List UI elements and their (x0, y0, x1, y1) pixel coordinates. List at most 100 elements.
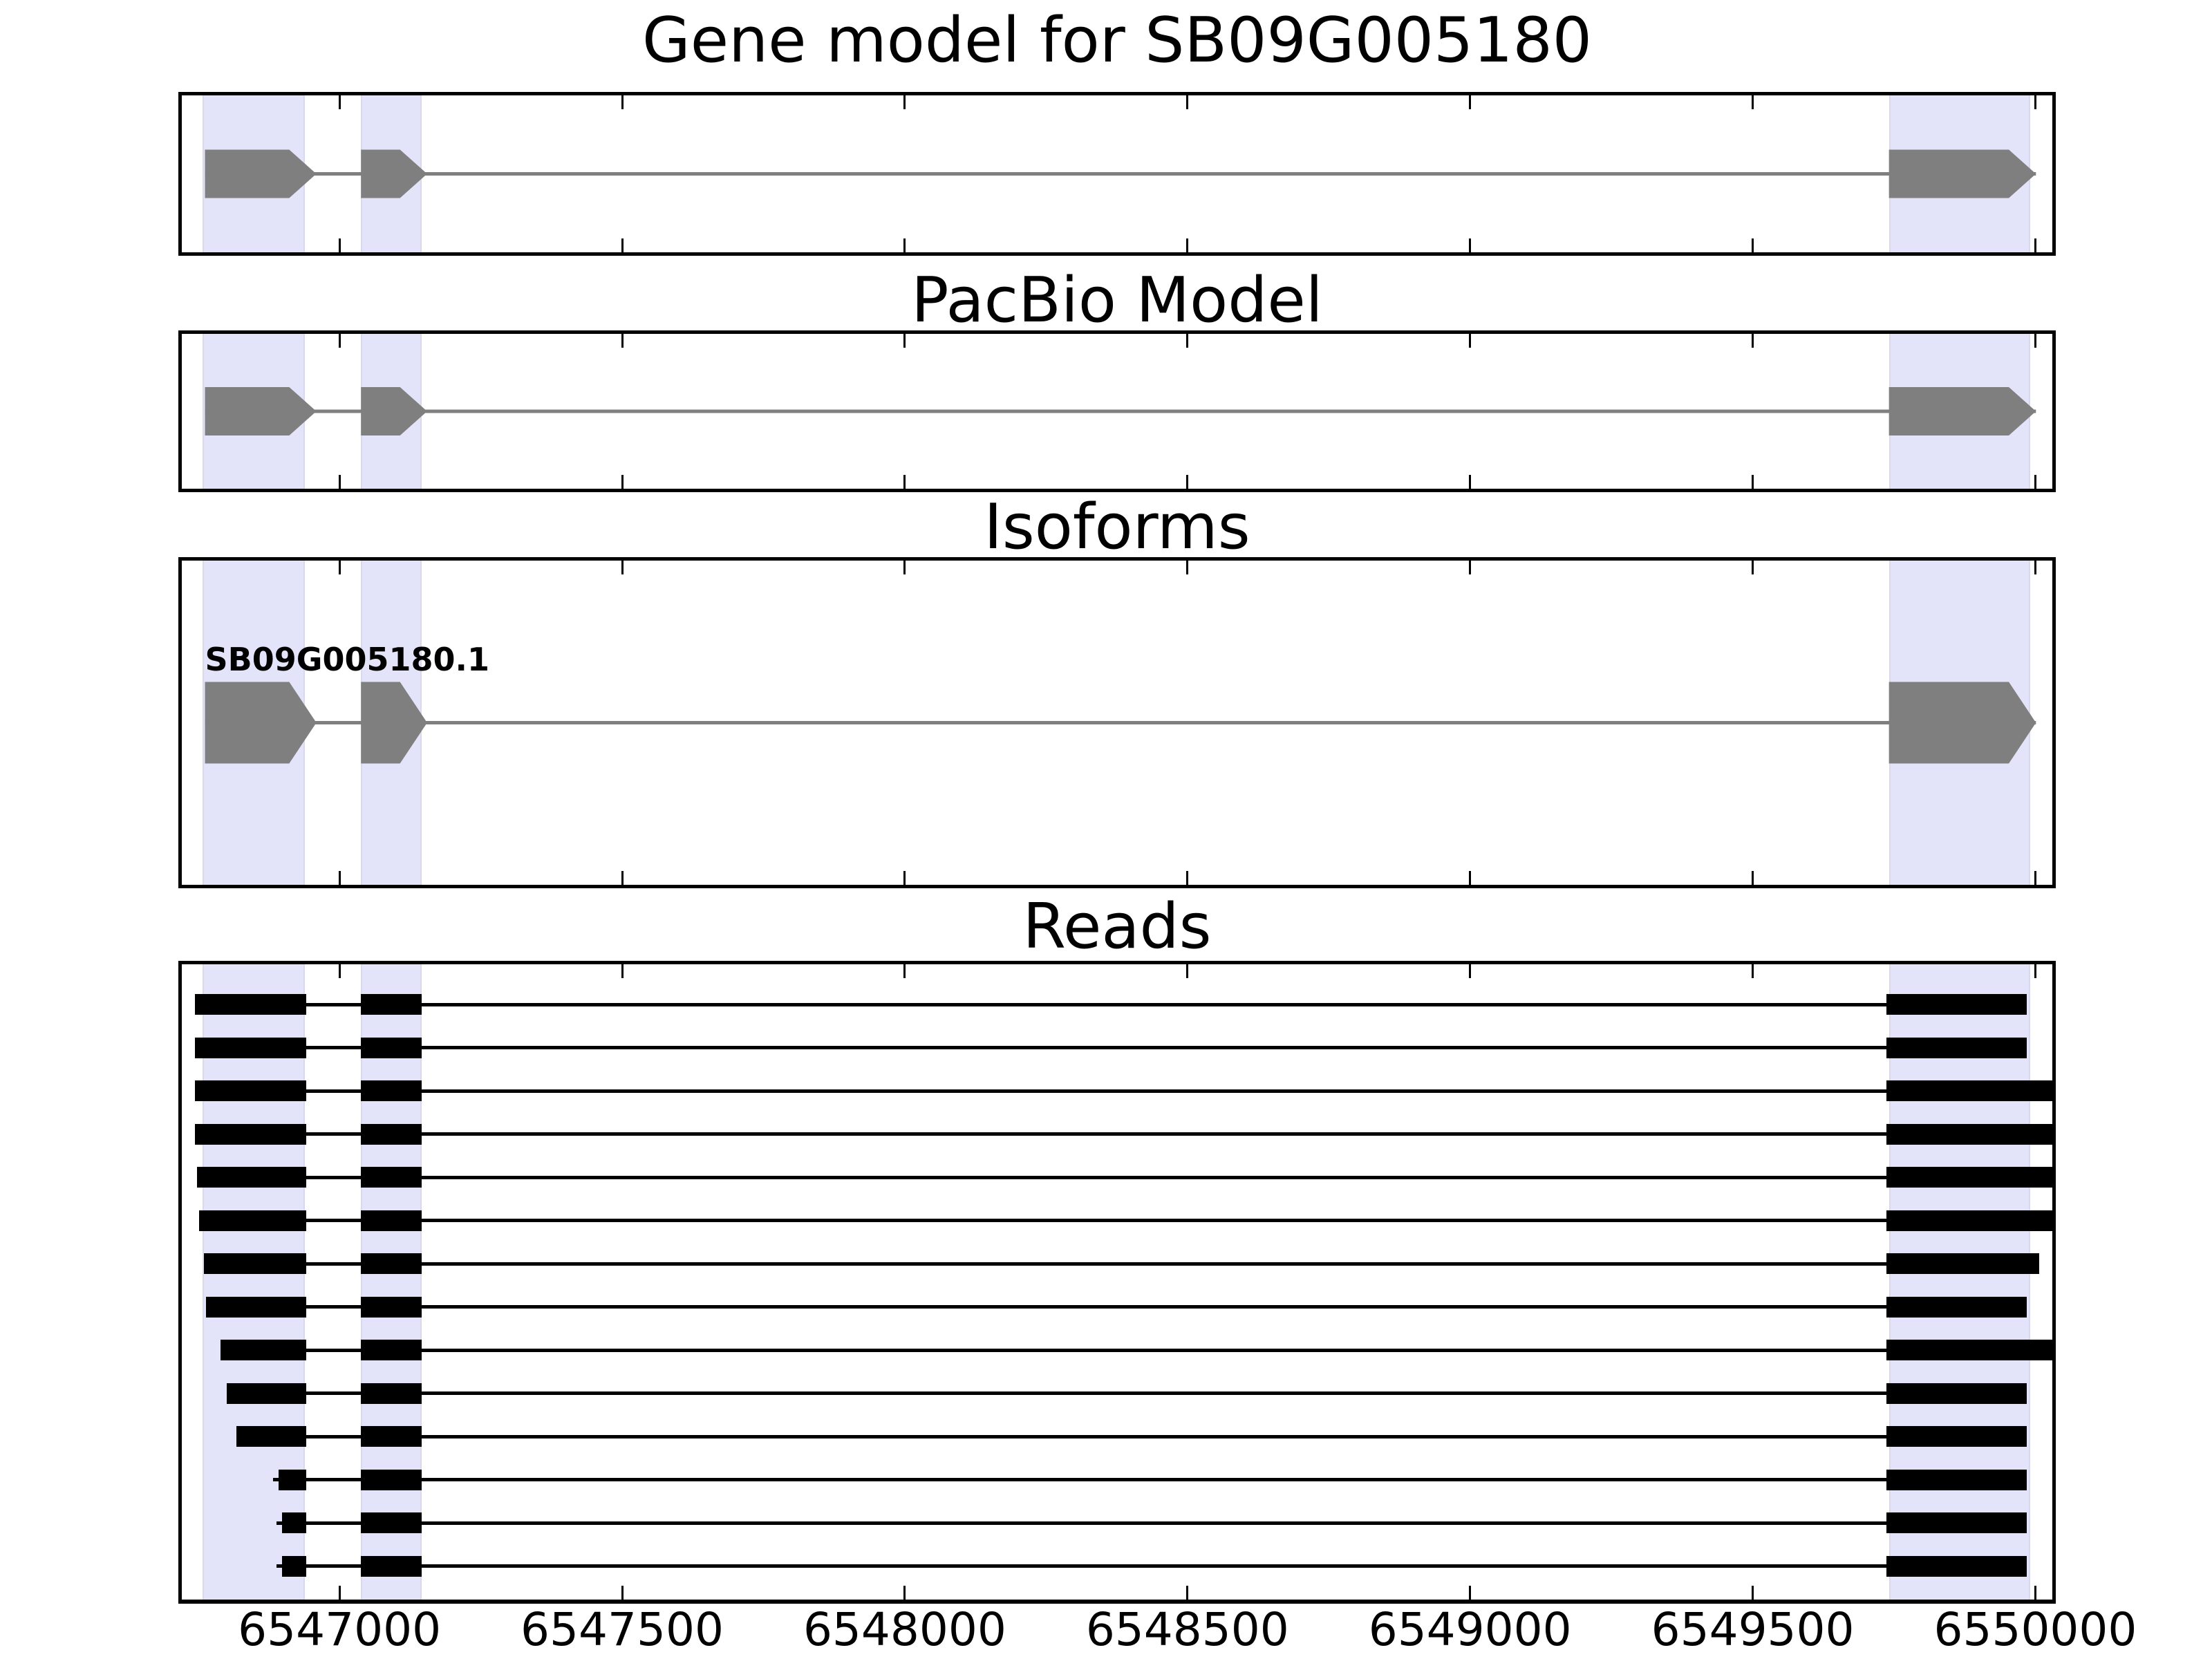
read-intron-line (236, 1434, 2027, 1438)
read-exon-block-1 (221, 1340, 306, 1360)
read-exon-block-3 (1886, 1340, 2052, 1360)
axis-tick-mark (2034, 334, 2036, 348)
read-exon-block-3 (1886, 1469, 2027, 1490)
read-exon-block-1 (206, 1296, 306, 1318)
read-exon-block-2 (361, 1296, 422, 1318)
axis-tick-mark (1186, 95, 1189, 109)
axis-tick-mark (1469, 964, 1472, 978)
axis-tick-mark (621, 95, 624, 109)
read-exon-block-2 (361, 1512, 422, 1533)
read-exon-block-3 (1886, 1555, 2027, 1577)
panel-gene-model (178, 92, 2056, 256)
read-exon-block-3 (1886, 1426, 2027, 1447)
gene-model-exon-1 (205, 149, 317, 198)
read-intron-line (194, 1002, 2027, 1006)
isoform-exon-1 (205, 682, 317, 764)
axis-tick-mark (338, 334, 341, 348)
x-axis-tick-label: 6548000 (803, 1603, 1006, 1656)
panel-reads (178, 961, 2056, 1604)
read-intron-line (194, 1046, 2027, 1049)
read-exon-block-1 (199, 1210, 306, 1231)
read-exon-block-1 (236, 1426, 306, 1447)
read-intron-line (206, 1305, 2027, 1309)
read-exon-block-3 (1886, 1080, 2052, 1101)
panel-title-reads: Reads (1022, 890, 1212, 963)
panel-isoforms: SB09G005180.1 (178, 557, 2056, 888)
read-intron-line (226, 1391, 2027, 1395)
axis-tick-mark (903, 1586, 906, 1600)
isoform-name-label: SB09G005180.1 (205, 640, 489, 678)
read-exon-block-2 (361, 994, 422, 1015)
x-axis-tick-label: 6549500 (1651, 1603, 1855, 1656)
axis-tick-mark (1186, 238, 1189, 252)
read-intron-line (203, 1262, 2040, 1266)
axis-tick-mark (338, 871, 341, 885)
axis-tick-mark (621, 334, 624, 348)
read-exon-block-3 (1886, 1123, 2052, 1145)
axis-tick-mark (1469, 95, 1472, 109)
exon-highlight-band-1 (203, 964, 306, 1600)
read-exon-block-1 (197, 1167, 306, 1188)
axis-tick-mark (1469, 1586, 1472, 1600)
read-exon-block-3 (1886, 994, 2027, 1015)
read-intron-line (221, 1348, 2052, 1352)
axis-tick-mark (2034, 871, 2036, 885)
read-intron-line (272, 1478, 2027, 1481)
read-exon-block-1 (194, 994, 306, 1015)
x-axis-tick-label: 6549000 (1368, 1603, 1572, 1656)
axis-tick-mark (338, 964, 341, 978)
axis-tick-mark (1752, 871, 1754, 885)
read-exon-block-2 (361, 1123, 422, 1145)
axis-tick-mark (2034, 95, 2036, 109)
gene-model-exon-2 (361, 387, 427, 435)
axis-tick-mark (1469, 334, 1472, 348)
panel-pacbio-model (178, 330, 2056, 492)
read-exon-block-1 (281, 1512, 306, 1533)
axis-tick-mark (1469, 475, 1472, 489)
axis-tick-mark (338, 1586, 341, 1600)
axis-tick-mark (903, 561, 906, 574)
read-exon-block-1 (278, 1469, 306, 1490)
x-axis-tick-label: 6547500 (521, 1603, 724, 1656)
axis-tick-mark (1186, 475, 1189, 489)
panel-title-pacbio-model: PacBio Model (911, 264, 1323, 337)
gene-model-glyph (205, 387, 2036, 435)
gene-model-glyph (205, 149, 2036, 198)
axis-tick-mark (1186, 1586, 1189, 1600)
axis-tick-mark (338, 95, 341, 109)
axis-tick-mark (1752, 475, 1754, 489)
axis-tick-mark (1469, 871, 1472, 885)
gene-model-exon-2 (361, 149, 427, 198)
axis-tick-mark (1469, 561, 1472, 574)
read-exon-block-1 (194, 1037, 306, 1058)
axis-tick-mark (2034, 238, 2036, 252)
read-exon-block-1 (226, 1382, 306, 1404)
axis-tick-mark (621, 964, 624, 978)
axis-tick-mark (903, 964, 906, 978)
read-exon-block-3 (1886, 1210, 2052, 1231)
read-exon-block-3 (1886, 1037, 2027, 1058)
x-axis-tick-label: 6547000 (238, 1603, 442, 1656)
isoform-exon-3 (1888, 682, 2036, 764)
axis-tick-mark (1752, 561, 1754, 574)
axis-tick-mark (903, 95, 906, 109)
read-exon-block-1 (194, 1080, 306, 1101)
axis-tick-mark (1752, 238, 1754, 252)
axis-tick-mark (621, 871, 624, 885)
axis-tick-mark (1186, 334, 1189, 348)
read-exon-block-3 (1886, 1296, 2027, 1318)
panel-title-isoforms: Isoforms (984, 491, 1250, 563)
read-exon-block-2 (361, 1210, 422, 1231)
axis-tick-mark (1469, 238, 1472, 252)
read-intron-line (194, 1132, 2052, 1136)
read-exon-block-2 (361, 1253, 422, 1274)
axis-tick-mark (338, 238, 341, 252)
axis-tick-mark (338, 475, 341, 489)
read-exon-block-2 (361, 1167, 422, 1188)
axis-tick-mark (1752, 95, 1754, 109)
axis-tick-mark (338, 561, 341, 574)
read-intron-line (276, 1564, 2027, 1568)
axis-tick-mark (1752, 1586, 1754, 1600)
read-exon-block-1 (194, 1123, 306, 1145)
